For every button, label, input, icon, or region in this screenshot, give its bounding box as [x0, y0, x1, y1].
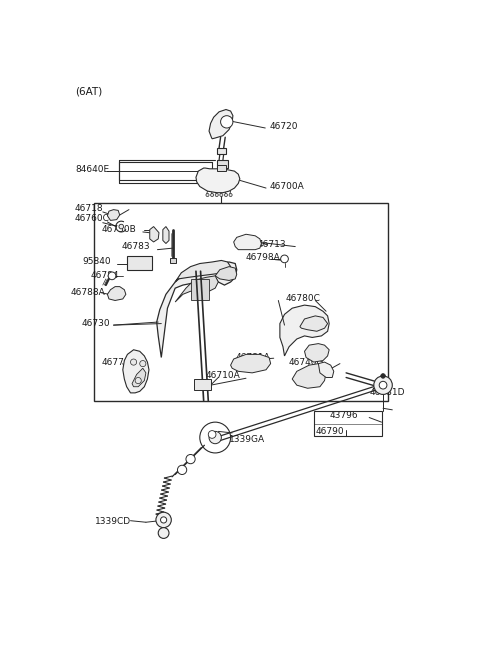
Polygon shape — [108, 287, 126, 300]
Polygon shape — [209, 110, 233, 139]
Text: 84640E: 84640E — [75, 165, 109, 174]
Circle shape — [215, 194, 218, 197]
Polygon shape — [292, 363, 326, 388]
Text: 46750B: 46750B — [101, 225, 136, 234]
Circle shape — [381, 374, 385, 379]
Bar — [191, 279, 209, 300]
Text: 46740G: 46740G — [288, 358, 324, 367]
Text: 43796: 43796 — [329, 411, 358, 420]
Polygon shape — [318, 362, 334, 377]
Text: 46781D: 46781D — [369, 388, 405, 398]
Text: 46780C: 46780C — [286, 294, 321, 302]
Bar — [193, 379, 211, 390]
Circle shape — [108, 272, 116, 279]
Polygon shape — [150, 226, 159, 242]
Text: 46713: 46713 — [258, 240, 286, 249]
Polygon shape — [280, 305, 329, 356]
Text: 46781A: 46781A — [235, 353, 270, 362]
Circle shape — [119, 224, 123, 229]
Bar — [94, 203, 388, 401]
Text: 46784: 46784 — [90, 272, 119, 280]
Text: 46730: 46730 — [81, 319, 110, 328]
Circle shape — [229, 194, 232, 197]
Polygon shape — [304, 344, 329, 362]
Polygon shape — [156, 262, 237, 358]
Circle shape — [221, 115, 233, 128]
Circle shape — [160, 517, 167, 523]
Text: 1339GA: 1339GA — [229, 434, 265, 443]
Bar — [170, 258, 176, 263]
Text: 46798A: 46798A — [246, 253, 281, 262]
Circle shape — [178, 465, 187, 474]
Circle shape — [131, 359, 137, 365]
Circle shape — [140, 361, 146, 367]
Text: 46700A: 46700A — [269, 182, 304, 191]
Text: (6AT): (6AT) — [75, 86, 102, 96]
Circle shape — [374, 376, 392, 394]
Text: 46783: 46783 — [121, 242, 150, 251]
Circle shape — [220, 194, 223, 197]
Text: 46770B: 46770B — [101, 358, 136, 367]
Circle shape — [156, 512, 171, 527]
Text: 46710A: 46710A — [206, 371, 240, 380]
Polygon shape — [108, 210, 120, 220]
Polygon shape — [163, 226, 169, 243]
Circle shape — [281, 255, 288, 263]
Circle shape — [158, 527, 169, 539]
Circle shape — [211, 194, 214, 197]
Polygon shape — [215, 266, 237, 281]
Circle shape — [379, 381, 387, 389]
Circle shape — [208, 430, 216, 438]
Polygon shape — [123, 350, 149, 393]
Circle shape — [209, 432, 221, 443]
Circle shape — [135, 377, 141, 384]
Bar — [314, 411, 382, 436]
Polygon shape — [230, 354, 271, 373]
Bar — [127, 256, 152, 270]
Bar — [217, 160, 228, 168]
Circle shape — [225, 194, 228, 197]
Text: 46788A: 46788A — [71, 288, 105, 297]
Polygon shape — [175, 276, 218, 302]
Text: 46718: 46718 — [75, 203, 104, 213]
Polygon shape — [300, 316, 328, 331]
Polygon shape — [175, 260, 230, 282]
Circle shape — [206, 194, 209, 197]
Text: 46790: 46790 — [315, 427, 344, 436]
Text: 46760C: 46760C — [75, 215, 110, 223]
Text: 95840: 95840 — [83, 257, 111, 266]
Bar — [217, 148, 226, 154]
Polygon shape — [234, 234, 262, 250]
Text: 1339CD: 1339CD — [95, 517, 131, 526]
Circle shape — [186, 455, 195, 464]
Polygon shape — [196, 168, 240, 193]
Text: 46720: 46720 — [269, 122, 298, 131]
Polygon shape — [132, 368, 146, 387]
Bar — [217, 165, 226, 171]
